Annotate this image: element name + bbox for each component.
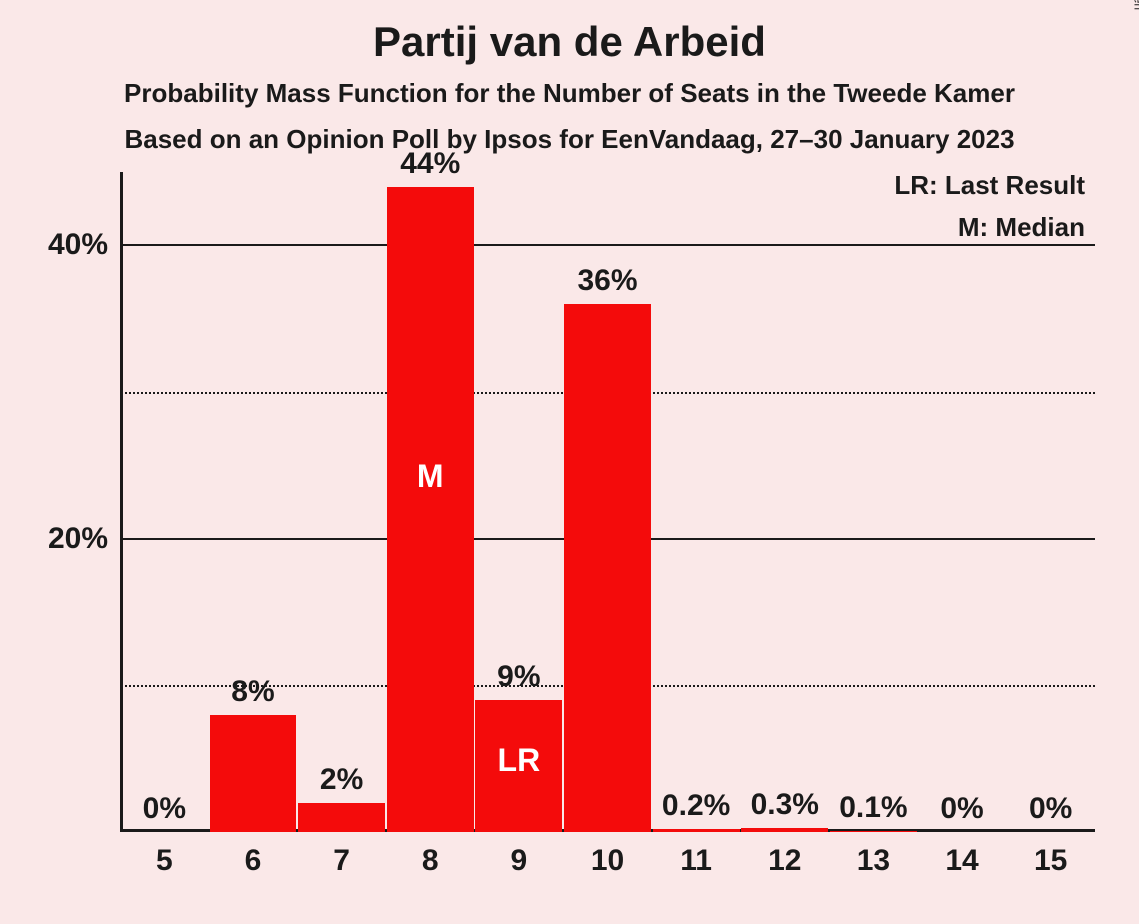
x-tick-label: 5 [156, 844, 173, 878]
y-axis [120, 172, 123, 832]
bar-value-label: 0% [940, 792, 983, 826]
bar-value-label: 0% [143, 792, 186, 826]
x-tick-label: 8 [422, 844, 439, 878]
x-tick-label: 13 [857, 844, 890, 878]
x-tick-label: 14 [945, 844, 978, 878]
x-tick-label: 10 [591, 844, 624, 878]
bar [653, 829, 740, 832]
bar [741, 828, 828, 832]
bar-value-label: 0.3% [751, 788, 819, 822]
bar-value-label: 9% [497, 660, 540, 694]
plot-area: LR: Last Result M: Median 20%40%0%58%62%… [120, 172, 1095, 832]
last-result-marker: LR [498, 742, 541, 779]
bar-value-label: 44% [400, 147, 460, 181]
x-tick-label: 6 [245, 844, 262, 878]
x-tick-label: 11 [680, 844, 712, 878]
x-tick-label: 15 [1034, 844, 1067, 878]
chart-subtitle-1: Probability Mass Function for the Number… [0, 78, 1139, 109]
bar [564, 304, 651, 832]
legend-last-result: LR: Last Result [894, 170, 1085, 201]
bar-value-label: 0.1% [839, 791, 907, 825]
x-tick-label: 9 [511, 844, 528, 878]
y-tick-label: 20% [48, 522, 108, 556]
x-tick-label: 7 [333, 844, 350, 878]
bar-value-label: 8% [231, 675, 274, 709]
legend-median: M: Median [958, 212, 1085, 243]
bar [298, 803, 385, 832]
chart-container: Partij van de Arbeid Probability Mass Fu… [0, 0, 1139, 924]
gridline-major [120, 244, 1095, 246]
median-marker: M [417, 458, 444, 495]
x-tick-label: 12 [768, 844, 801, 878]
bar [830, 831, 917, 832]
bar-value-label: 36% [577, 264, 637, 298]
chart-subtitle-2: Based on an Opinion Poll by Ipsos for Ee… [0, 124, 1139, 155]
bar [210, 715, 297, 832]
bar-value-label: 2% [320, 763, 363, 797]
bar-value-label: 0% [1029, 792, 1072, 826]
bar-value-label: 0.2% [662, 789, 730, 823]
chart-title: Partij van de Arbeid [0, 18, 1139, 66]
bar [387, 187, 474, 832]
y-tick-label: 40% [48, 228, 108, 262]
copyright-text: © 2023 Filip van Laenen [1131, 0, 1139, 10]
